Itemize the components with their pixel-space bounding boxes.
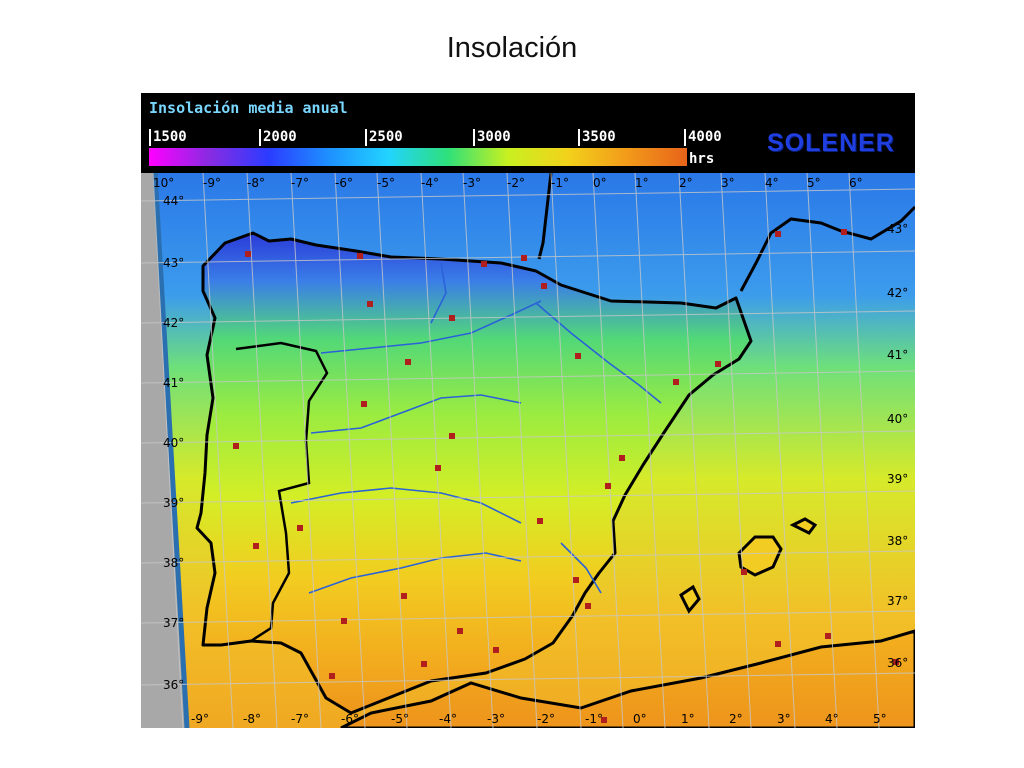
coordinate-label: 37°	[887, 594, 908, 608]
coordinate-label: 4°	[825, 712, 839, 726]
legend-tick: 2500	[365, 129, 403, 146]
insolation-map: Insolación media anual 1500 2000 2500 30…	[141, 93, 915, 728]
coordinate-label: 1°	[635, 176, 649, 190]
longitude-labels-bottom: -9° -8° -7° -6° -5° -4° -3° -2° -1° 0° 1° 2° 3° 4° 5°	[191, 712, 887, 726]
map-area: 10° -9° -8° -7° -6° -5° -4° -3° -2° -1° 0° 1° 2° 3° 4°…	[141, 173, 915, 728]
coordinate-label: -4°	[439, 712, 457, 726]
latitude-labels-right: 43° 42° 41° 40° 39° 38° 37° 36°	[887, 222, 908, 670]
coordinate-label: -1°	[551, 176, 569, 190]
coordinate-label: 5°	[873, 712, 887, 726]
legend-title: Insolación media anual	[149, 99, 348, 117]
menorca	[789, 517, 818, 535]
coordinate-label: -7°	[291, 176, 309, 190]
coordinate-label: -3°	[487, 712, 505, 726]
coordinate-label: 3°	[777, 712, 791, 726]
coordinate-label: 41°	[887, 348, 908, 362]
coordinate-label: 2°	[729, 712, 743, 726]
coordinate-label: 0°	[633, 712, 647, 726]
satellite-edge-line	[152, 173, 190, 728]
slide-title: Insolación	[446, 32, 578, 64]
coordinate-label: -8°	[247, 176, 265, 190]
north-africa	[340, 629, 915, 728]
coordinate-label: 36°	[887, 656, 908, 670]
coordinate-label: -8°	[243, 712, 261, 726]
coordinate-label: 36°	[163, 678, 184, 692]
coordinate-label: -1°	[585, 712, 603, 726]
solener-logo: SOLENER	[767, 129, 895, 157]
coordinate-label: -4°	[421, 176, 439, 190]
coordinate-label: 0°	[593, 176, 607, 190]
coordinate-label: -7°	[291, 712, 309, 726]
coordinate-label: -6°	[341, 712, 359, 726]
color-scale-gradient	[149, 148, 687, 166]
coordinate-label: -6°	[335, 176, 353, 190]
coordinate-label: 4°	[765, 176, 779, 190]
coordinate-label: -5°	[391, 712, 409, 726]
coordinate-label: 10°	[153, 176, 174, 190]
lat-lon-grid	[141, 173, 915, 728]
coordinate-label: 37°	[163, 616, 184, 630]
coordinate-label: 40°	[887, 412, 908, 426]
longitude-labels-top: 10° -9° -8° -7° -6° -5° -4° -3° -2° -1° 0° 1° 2° 3° 4°…	[153, 176, 863, 190]
coordinate-label: -9°	[191, 712, 209, 726]
city-markers	[233, 229, 899, 723]
coordinate-label: 39°	[887, 472, 908, 486]
legend-tick: 3000	[473, 129, 511, 146]
coordinate-label: 5°	[807, 176, 821, 190]
coordinate-label: 1°	[681, 712, 695, 726]
legend-tick: 1500	[149, 129, 187, 146]
coordinate-label: 41°	[163, 376, 184, 390]
ibiza	[679, 584, 701, 614]
map-svg: 10° -9° -8° -7° -6° -5° -4° -3° -2° -1° 0° 1° 2° 3° 4°…	[141, 173, 915, 728]
coordinate-label: 38°	[163, 556, 184, 570]
legend-tick: 2000	[259, 129, 297, 146]
coordinate-label: -5°	[377, 176, 395, 190]
coordinate-label: -2°	[507, 176, 525, 190]
coordinate-label: 42°	[887, 286, 908, 300]
coordinate-label: -2°	[537, 712, 555, 726]
coordinate-label: 2°	[679, 176, 693, 190]
coordinate-label: 38°	[887, 534, 908, 548]
coordinate-label: 40°	[163, 436, 184, 450]
coordinate-label: 44°	[163, 194, 184, 208]
coordinate-label: 3°	[721, 176, 735, 190]
coordinate-label: 39°	[163, 496, 184, 510]
mallorca	[737, 535, 783, 577]
legend-tick: 4000	[684, 129, 722, 146]
coordinate-label: 43°	[887, 222, 908, 236]
coordinate-label: -3°	[463, 176, 481, 190]
coordinate-label: 6°	[849, 176, 863, 190]
latitude-labels-left: 44° 43° 42° 41° 40° 39° 38° 37° 36°	[163, 194, 184, 692]
legend-bar: Insolación media anual 1500 2000 2500 30…	[141, 93, 915, 173]
coordinate-label: 43°	[163, 256, 184, 270]
coordinate-label: -9°	[203, 176, 221, 190]
legend-tick: 3500	[578, 129, 616, 146]
iberian-peninsula	[195, 231, 753, 715]
legend-units: hrs	[689, 151, 715, 167]
coordinate-label: 42°	[163, 316, 184, 330]
portugal-border	[235, 341, 329, 643]
